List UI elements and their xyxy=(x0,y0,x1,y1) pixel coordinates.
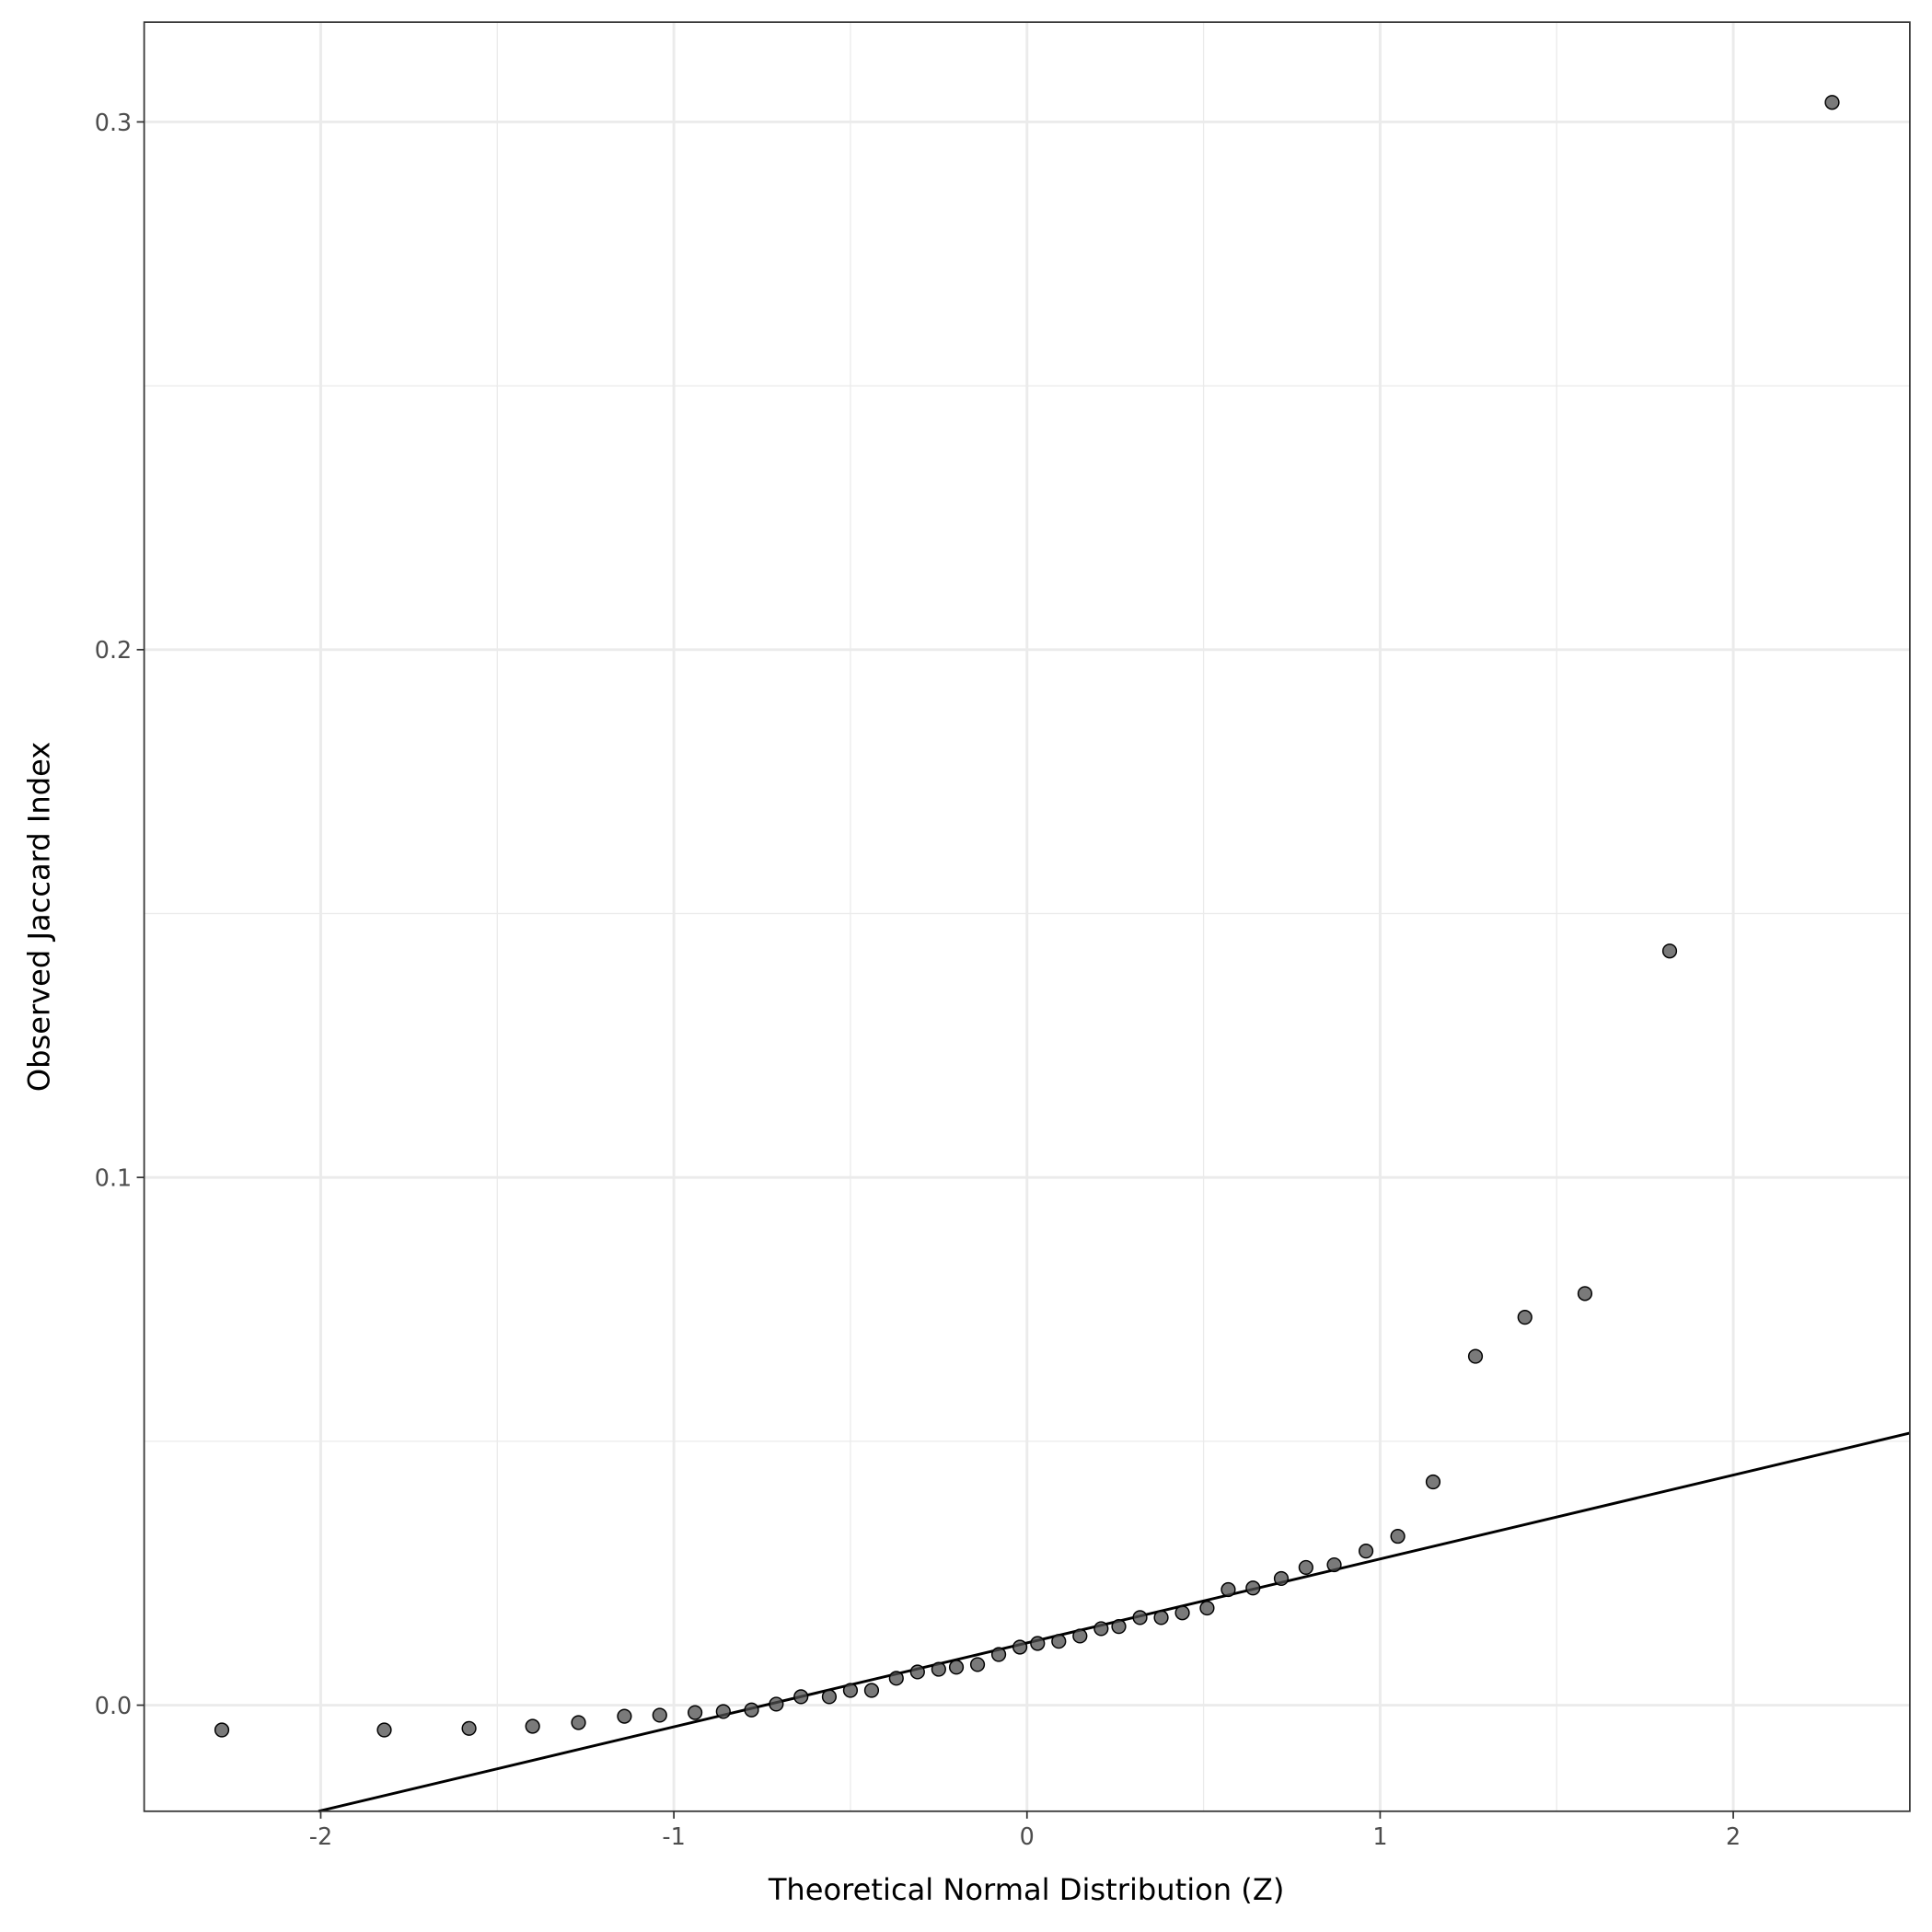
x-tick-label: -2 xyxy=(309,1822,332,1850)
y-tick-label: 0.3 xyxy=(95,109,132,136)
data-point xyxy=(1577,1286,1593,1301)
data-point xyxy=(842,1683,859,1698)
data-point xyxy=(652,1707,667,1723)
x-tick-label: 2 xyxy=(1726,1822,1741,1850)
y-axis: 0.0 0.1 0.2 0.3 xyxy=(95,109,145,1719)
data-point xyxy=(1390,1528,1406,1544)
x-tick-label: 1 xyxy=(1372,1822,1387,1850)
data-point xyxy=(744,1702,759,1718)
data-point xyxy=(1030,1636,1046,1651)
data-point xyxy=(821,1689,838,1705)
y-tick-label: 0.1 xyxy=(95,1164,132,1192)
y-tick-label: 0.0 xyxy=(95,1692,132,1719)
data-point xyxy=(571,1715,586,1730)
data-point xyxy=(525,1718,540,1734)
x-axis-title: Theoretical Normal Distribution (Z) xyxy=(768,1872,1285,1907)
data-point xyxy=(948,1660,965,1675)
data-point xyxy=(715,1704,731,1719)
data-point xyxy=(793,1689,809,1705)
points xyxy=(214,95,1840,1738)
data-point xyxy=(990,1647,1007,1662)
data-point xyxy=(617,1708,632,1724)
data-point xyxy=(1824,95,1840,110)
data-point xyxy=(1273,1570,1290,1587)
data-point xyxy=(1467,1348,1484,1364)
data-point xyxy=(1093,1621,1109,1637)
data-point xyxy=(1153,1610,1169,1625)
data-point xyxy=(888,1671,904,1686)
data-point xyxy=(1174,1605,1190,1621)
data-point xyxy=(1326,1556,1342,1573)
data-point xyxy=(1111,1619,1127,1635)
grid xyxy=(144,22,1910,1811)
data-point xyxy=(931,1661,946,1677)
data-point xyxy=(1358,1544,1374,1559)
data-point xyxy=(1245,1580,1261,1596)
x-tick-label: 0 xyxy=(1020,1822,1035,1850)
data-point xyxy=(909,1664,925,1680)
y-axis-title: Observed Jaccard Index xyxy=(22,742,57,1092)
data-point xyxy=(1517,1310,1533,1325)
data-point xyxy=(969,1657,986,1672)
data-point xyxy=(1012,1639,1028,1655)
data-point xyxy=(1425,1474,1441,1490)
data-point xyxy=(1661,943,1678,959)
x-tick-label: -1 xyxy=(662,1822,685,1850)
y-tick-label: 0.2 xyxy=(95,636,132,664)
data-point xyxy=(1298,1559,1313,1576)
data-point xyxy=(1221,1581,1236,1598)
x-axis: -2 -1 0 1 2 xyxy=(309,1811,1741,1850)
data-point xyxy=(214,1722,230,1738)
data-point xyxy=(1132,1610,1148,1625)
data-point xyxy=(461,1720,477,1736)
data-point xyxy=(1051,1634,1067,1649)
data-point xyxy=(863,1683,880,1698)
data-point xyxy=(688,1705,703,1720)
data-point xyxy=(769,1696,784,1712)
data-point xyxy=(1072,1628,1088,1644)
data-point xyxy=(1199,1600,1215,1616)
data-point xyxy=(376,1722,392,1738)
